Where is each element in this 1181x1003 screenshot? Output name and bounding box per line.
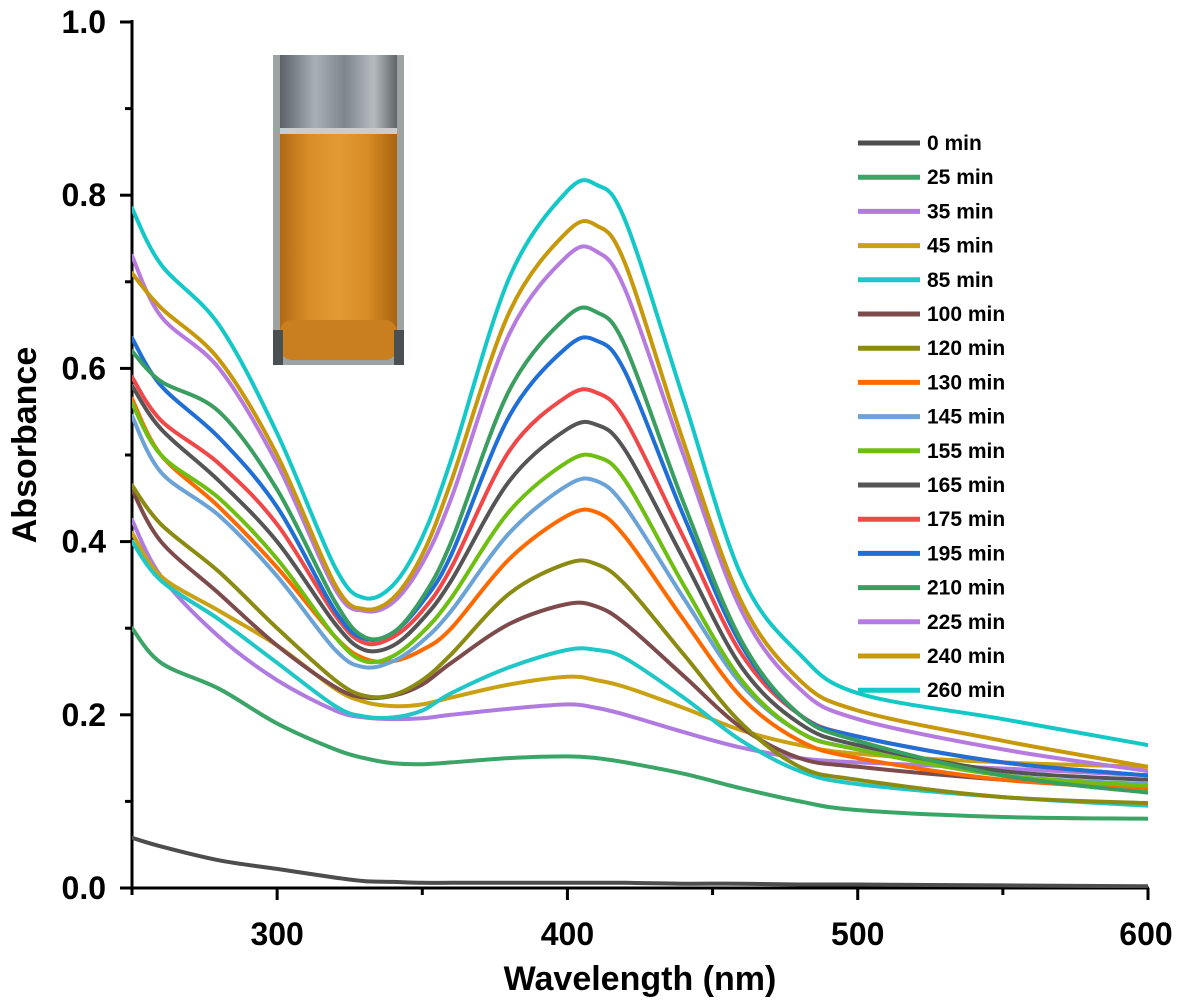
series-lines [132,178,1148,888]
y-tick-label: 0.0 [62,870,106,906]
y-tick-label: 0.8 [62,177,106,213]
legend-label: 210 min [927,577,1005,600]
x-tick-label: 300 [250,916,303,952]
x-tick-label: 600 [1119,916,1172,952]
series-line-165-min [132,383,1148,782]
y-ticks: 0.0 0.2 0.4 0.6 0.8 1.0 [62,4,132,906]
x-tick-label: 400 [541,916,594,952]
legend-label: 155 min [927,440,1005,463]
series-line-210-min [132,305,1148,795]
legend-label: 25 min [927,166,994,189]
series-line-240-min [132,219,1148,769]
legend-label: 45 min [927,235,994,258]
series-line-260-min [132,178,1148,748]
series-line-120-min [132,483,1148,806]
legend: 0 min 25 min 35 min 45 min 85 min 100 min 120 … [858,132,1005,702]
y-tick-label: 0.2 [62,697,106,733]
legend-label: 260 min [927,679,1005,702]
legend-label: 35 min [927,200,994,223]
series-line-225-min [132,244,1148,774]
legend-label: 145 min [927,406,1005,429]
legend-label: 130 min [927,371,1005,394]
legend-label: 100 min [927,303,1005,326]
series-line-155-min [132,401,1148,788]
legend-label: 240 min [927,645,1005,668]
legend-label: 195 min [927,542,1005,565]
y-tick-label: 0.6 [62,350,106,386]
y-tick-label: 1.0 [62,4,106,40]
vial-photo-inset [273,55,404,365]
legend-label: 175 min [927,508,1005,531]
legend-label: 120 min [927,337,1005,360]
series-line-130-min [132,396,1148,791]
y-tick-label: 0.4 [62,524,107,560]
legend-label: 0 min [927,132,982,155]
series-line-35-min [132,518,1148,778]
legend-label: 225 min [927,611,1005,634]
y-axis-title: Absorbance [6,347,44,544]
series-line-25-min [132,626,1148,821]
x-tick-label: 500 [831,916,884,952]
series-line-100-min [132,487,1148,791]
legend-label: 85 min [927,269,994,292]
series-line-85-min [132,539,1148,808]
x-axis-title: Wavelength (nm) [504,960,777,998]
x-ticks: 300 400 500 600 [130,888,1173,952]
legend-label: 165 min [927,474,1005,497]
series-line-0-min [132,835,1148,888]
